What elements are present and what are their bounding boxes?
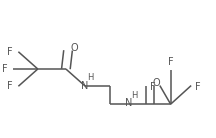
Text: F: F — [7, 81, 13, 91]
Text: F: F — [168, 57, 173, 67]
Text: F: F — [2, 64, 8, 74]
Text: H: H — [132, 91, 138, 100]
Text: F: F — [150, 82, 156, 92]
Text: N: N — [125, 99, 132, 108]
Text: F: F — [195, 82, 201, 92]
Text: N: N — [81, 81, 88, 91]
Text: F: F — [7, 47, 13, 57]
Text: O: O — [71, 43, 78, 53]
Text: O: O — [153, 79, 160, 88]
Text: H: H — [87, 73, 94, 82]
